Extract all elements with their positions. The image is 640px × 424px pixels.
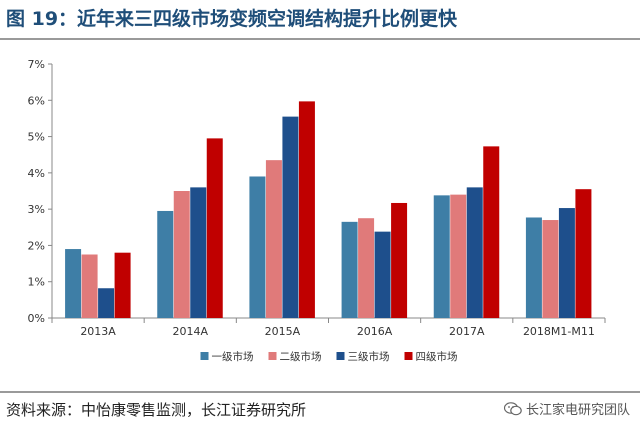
- legend-label: 三级市场: [348, 350, 390, 363]
- y-tick-label: 6%: [28, 94, 45, 107]
- x-tick-label: 2018M1-M11: [523, 325, 595, 338]
- bar: [173, 191, 190, 318]
- legend-swatch: [336, 352, 345, 360]
- y-tick-label: 3%: [28, 203, 45, 216]
- bar: [114, 252, 131, 318]
- legend: 一级市场 二级市场 三级市场 四级市场: [200, 350, 458, 363]
- y-tick-label: 2%: [28, 239, 45, 252]
- y-axis: 0% 1% 2% 3% 4% 5% 6% 7%: [28, 58, 53, 325]
- x-tick-label: 2017A: [449, 325, 485, 338]
- x-axis: 2013A 2014A 2015A 2016A 2017A 2018M1-M11: [51, 317, 606, 338]
- legend-label: 二级市场: [280, 350, 322, 363]
- bar-chart: 0%1%2%3%4%5%6%7% 2013A 2014A 2015A 2016A 201…: [28, 58, 606, 363]
- bar: [298, 101, 315, 318]
- watermark-text: 长江家电研究团队: [525, 403, 630, 418]
- bar: [98, 288, 115, 318]
- bar: [450, 194, 467, 318]
- legend-label: 一级市场: [212, 350, 254, 363]
- bar: [265, 160, 282, 318]
- bar: [358, 218, 375, 318]
- bar: [525, 217, 542, 318]
- legend-label: 四级市场: [416, 350, 458, 363]
- source-text: 资料来源：中怡康零售监测，长江证券研究所: [6, 401, 307, 419]
- legend-swatch: [404, 352, 413, 360]
- bar: [542, 220, 559, 318]
- bar: [282, 116, 299, 318]
- y-tick-label: 7%: [28, 58, 45, 71]
- legend-swatch: [268, 352, 277, 360]
- bar: [391, 202, 408, 318]
- source-bar: 资料来源：中怡康零售监测，长江证券研究所 长江家电研究团队: [0, 391, 640, 424]
- bars: [65, 101, 592, 318]
- bar: [65, 249, 82, 318]
- x-tick-label: 2014A: [172, 325, 208, 338]
- legend-swatch: [200, 352, 209, 360]
- bar: [374, 231, 391, 318]
- bar: [206, 138, 223, 318]
- bar: [341, 221, 358, 318]
- wechat-icon: [503, 401, 522, 415]
- bar: [81, 254, 98, 318]
- x-tick-label: 2016A: [357, 325, 393, 338]
- bar: [190, 187, 207, 318]
- bar: [466, 187, 483, 318]
- figure-title: 图 19：近年来三四级市场变频空调结构提升比例更快: [0, 0, 640, 40]
- bar: [157, 210, 174, 318]
- watermark: 长江家电研究团队: [503, 399, 630, 418]
- bar: [433, 195, 450, 318]
- bar: [575, 189, 592, 318]
- x-tick-label: 2015A: [265, 325, 301, 338]
- y-tick-label: 0%: [28, 312, 45, 325]
- bar: [249, 176, 266, 318]
- bar: [558, 208, 575, 318]
- x-tick-label: 2013A: [80, 325, 116, 338]
- bar: [483, 146, 500, 318]
- y-tick-label: 5%: [28, 131, 45, 144]
- y-tick-label: 1%: [28, 276, 45, 289]
- y-tick-label: 4%: [28, 167, 45, 180]
